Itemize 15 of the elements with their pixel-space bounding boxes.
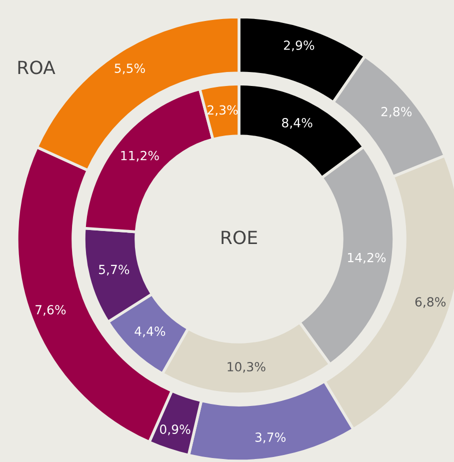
data-label: 14,2%: [348, 252, 386, 264]
data-label: 4,4%: [134, 326, 166, 338]
data-label: 6,8%: [415, 297, 446, 308]
data-label: 7,6%: [36, 305, 66, 316]
slice-label: ROE: [222, 230, 257, 244]
data-label: 5,5%: [114, 64, 145, 74]
data-label: 8,4%: [282, 118, 312, 129]
data-label: 10,3%: [228, 362, 266, 373]
data-label: 11,2%: [121, 150, 159, 162]
data-label: 2,9%: [284, 40, 314, 52]
data-label: 5,7%: [99, 264, 130, 276]
data-label: 3,7%: [255, 432, 286, 444]
slice-label: ROA: [18, 60, 56, 74]
data-label: 2,8%: [381, 106, 412, 118]
data-label: 0,9%: [160, 424, 190, 436]
